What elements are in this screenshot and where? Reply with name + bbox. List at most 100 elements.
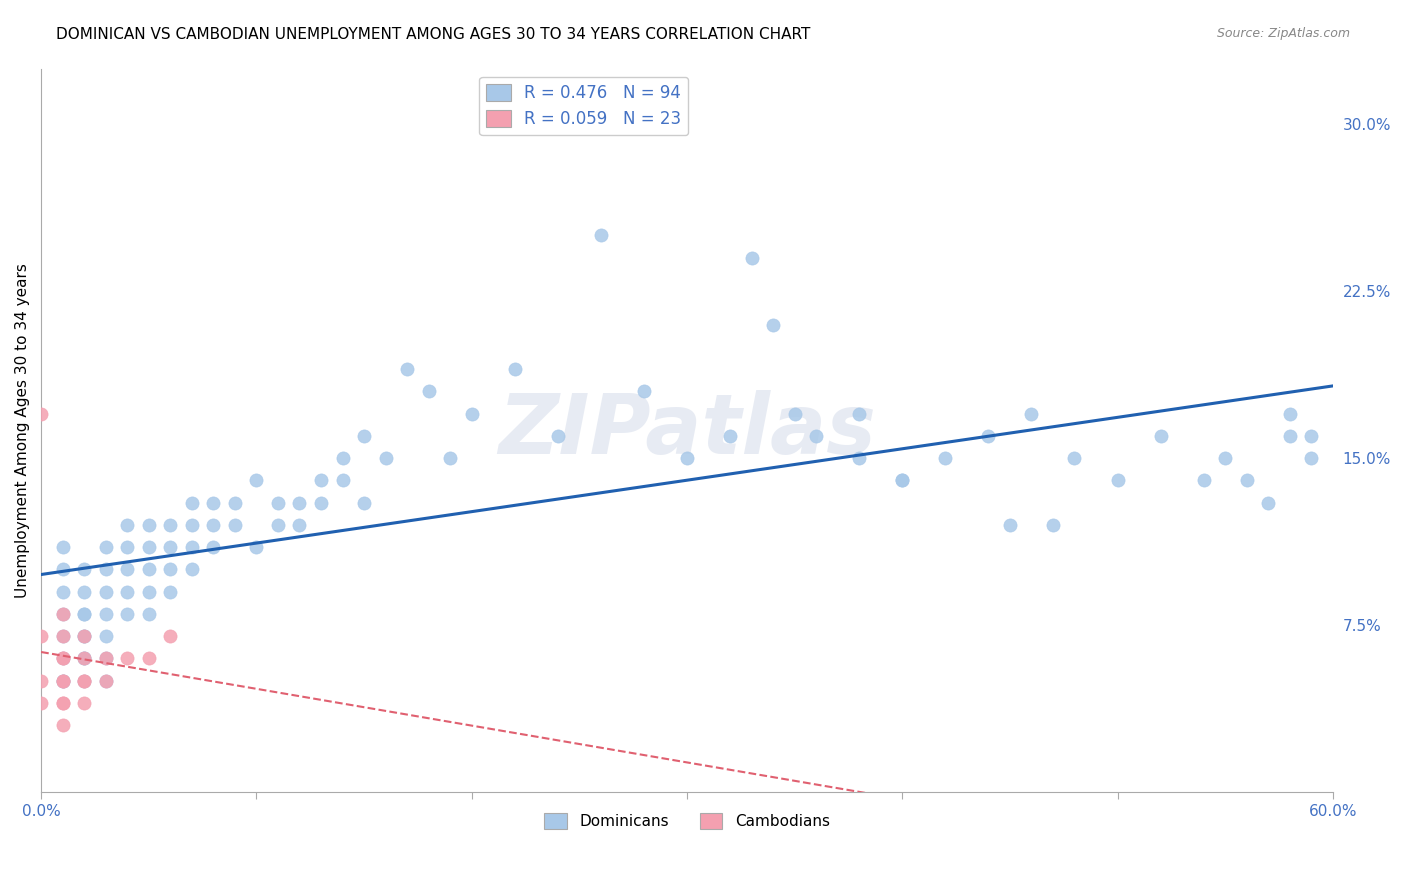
Point: [73, 629, 96, 643]
Point: [73, 584, 96, 599]
Point: [30, 696, 52, 710]
Point: [1301, 429, 1323, 443]
Point: [374, 451, 396, 466]
Point: [762, 318, 785, 332]
Point: [52, 584, 75, 599]
Point: [52, 673, 75, 688]
Point: [503, 362, 526, 376]
Point: [94, 673, 117, 688]
Point: [73, 673, 96, 688]
Point: [460, 407, 482, 421]
Point: [73, 673, 96, 688]
Point: [891, 473, 914, 487]
Point: [1063, 451, 1085, 466]
Point: [159, 629, 181, 643]
Point: [353, 429, 375, 443]
Point: [30, 673, 52, 688]
Point: [180, 517, 202, 532]
Point: [138, 540, 160, 554]
Point: [138, 517, 160, 532]
Point: [1107, 473, 1129, 487]
Point: [180, 540, 202, 554]
Point: [848, 451, 870, 466]
Point: [30, 407, 52, 421]
Point: [73, 696, 96, 710]
Point: [159, 540, 181, 554]
Y-axis label: Unemployment Among Ages 30 to 34 years: Unemployment Among Ages 30 to 34 years: [15, 263, 30, 598]
Point: [52, 540, 75, 554]
Point: [783, 407, 806, 421]
Point: [224, 517, 246, 532]
Point: [73, 651, 96, 665]
Point: [52, 629, 75, 643]
Point: [332, 451, 354, 466]
Point: [115, 584, 138, 599]
Point: [94, 651, 117, 665]
Point: [138, 607, 160, 621]
Point: [267, 517, 290, 532]
Point: [439, 451, 461, 466]
Point: [267, 495, 290, 509]
Point: [115, 540, 138, 554]
Point: [73, 651, 96, 665]
Legend: Dominicans, Cambodians: Dominicans, Cambodians: [538, 806, 835, 835]
Point: [353, 495, 375, 509]
Point: [934, 451, 956, 466]
Point: [1278, 407, 1301, 421]
Point: [52, 607, 75, 621]
Point: [52, 673, 75, 688]
Point: [718, 429, 741, 443]
Point: [1236, 473, 1258, 487]
Point: [1257, 495, 1279, 509]
Point: [94, 651, 117, 665]
Point: [1192, 473, 1215, 487]
Point: [202, 517, 225, 532]
Point: [52, 696, 75, 710]
Point: [589, 228, 612, 243]
Point: [94, 607, 117, 621]
Point: [52, 673, 75, 688]
Point: [52, 651, 75, 665]
Point: [73, 651, 96, 665]
Point: [73, 607, 96, 621]
Point: [1042, 517, 1064, 532]
Point: [138, 562, 160, 576]
Point: [1149, 429, 1171, 443]
Point: [676, 451, 699, 466]
Point: [94, 673, 117, 688]
Text: DOMINICAN VS CAMBODIAN UNEMPLOYMENT AMONG AGES 30 TO 34 YEARS CORRELATION CHART: DOMINICAN VS CAMBODIAN UNEMPLOYMENT AMON…: [56, 27, 811, 42]
Point: [52, 562, 75, 576]
Point: [159, 517, 181, 532]
Point: [202, 540, 225, 554]
Point: [52, 651, 75, 665]
Point: [418, 384, 440, 399]
Point: [977, 429, 1000, 443]
Point: [115, 651, 138, 665]
Text: Source: ZipAtlas.com: Source: ZipAtlas.com: [1216, 27, 1350, 40]
Point: [288, 495, 311, 509]
Point: [52, 696, 75, 710]
Point: [309, 495, 332, 509]
Point: [94, 584, 117, 599]
Point: [94, 540, 117, 554]
Point: [741, 251, 763, 265]
Point: [138, 651, 160, 665]
Point: [998, 517, 1021, 532]
Point: [891, 473, 914, 487]
Point: [138, 584, 160, 599]
Point: [52, 718, 75, 732]
Point: [159, 584, 181, 599]
Point: [1301, 451, 1323, 466]
Point: [245, 540, 267, 554]
Point: [1213, 451, 1236, 466]
Point: [52, 607, 75, 621]
Point: [73, 607, 96, 621]
Point: [804, 429, 827, 443]
Point: [73, 562, 96, 576]
Point: [332, 473, 354, 487]
Point: [1021, 407, 1043, 421]
Point: [73, 673, 96, 688]
Point: [73, 629, 96, 643]
Point: [309, 473, 332, 487]
Point: [396, 362, 419, 376]
